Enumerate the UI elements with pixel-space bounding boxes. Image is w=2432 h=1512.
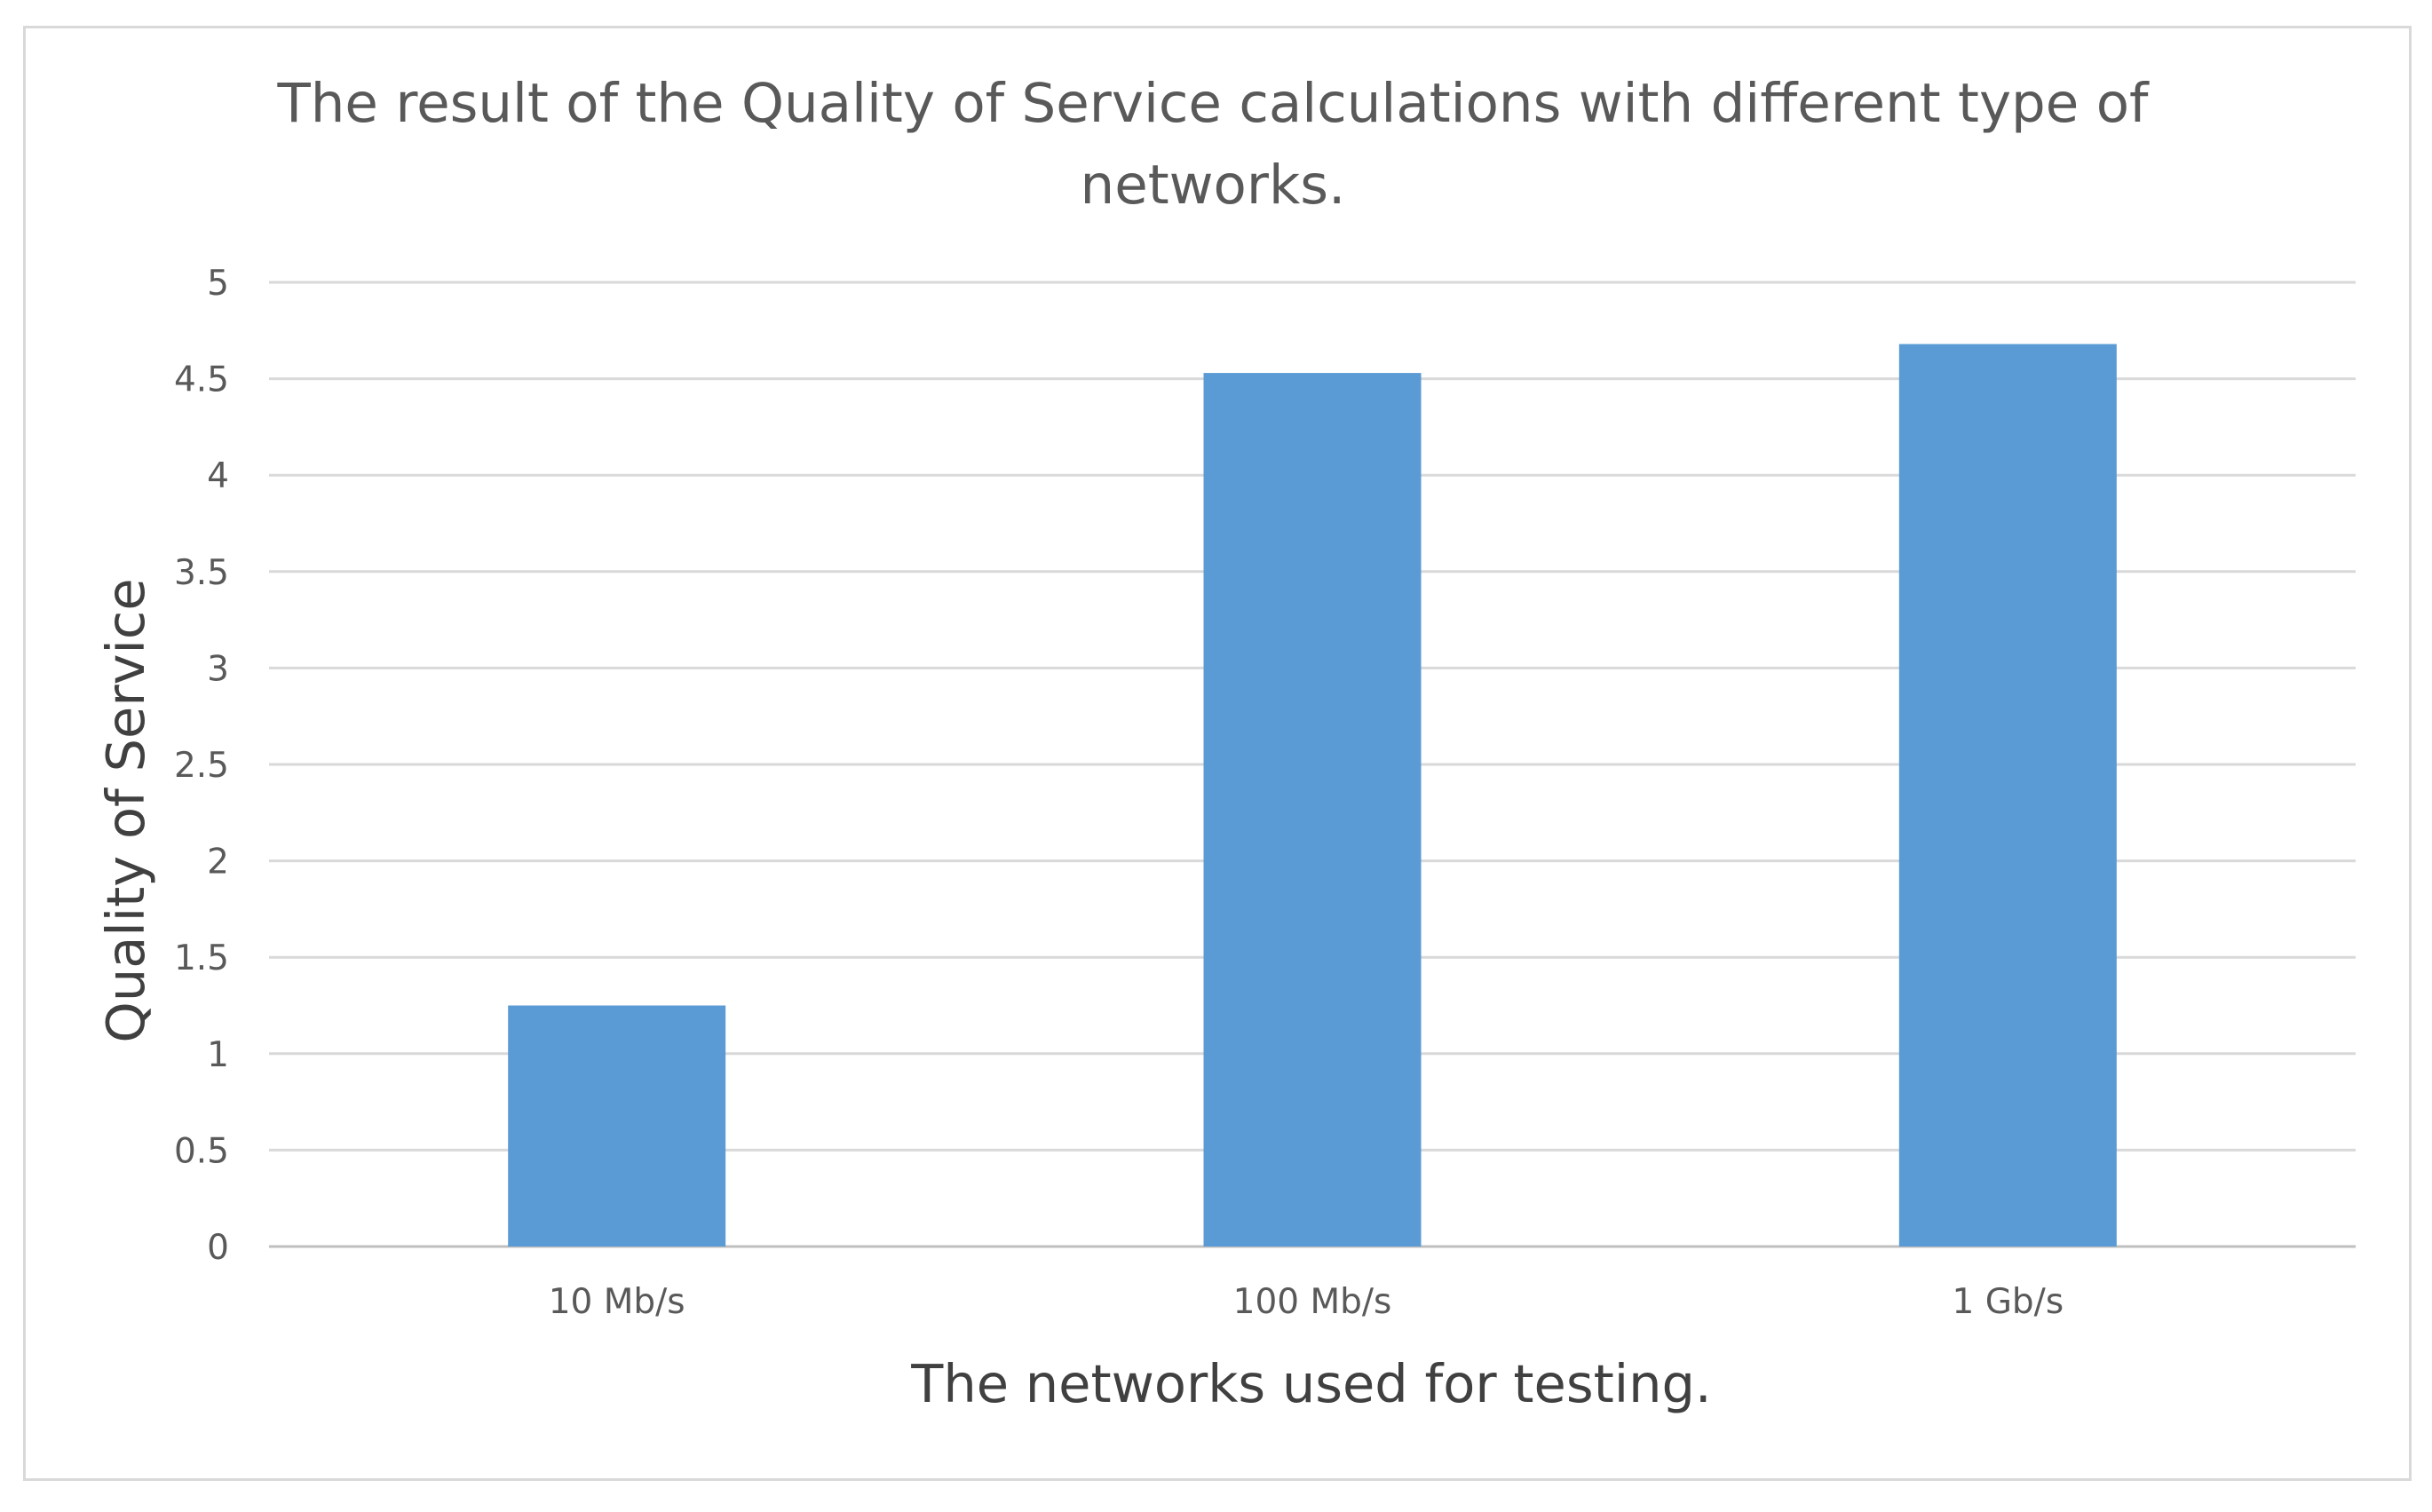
x-axis-title: The networks used for testing.	[910, 1353, 1711, 1414]
y-tick-label: 1	[207, 1035, 229, 1075]
chart-title-line-1: The result of the Quality of Service cal…	[276, 72, 2150, 135]
y-tick-label: 0.5	[174, 1131, 229, 1171]
y-tick-label: 4	[207, 456, 229, 496]
y-tick-label: 0	[207, 1228, 229, 1268]
y-tick-label: 3.5	[174, 553, 229, 593]
y-tick-label: 1.5	[174, 938, 229, 978]
x-tick-label: 100 Mb/s	[1233, 1282, 1392, 1322]
chart-title: The result of the Quality of Service cal…	[276, 72, 2150, 217]
y-tick-labels: 0 0.5 1 1.5 2 2.5 3 3.5 4 4.5 5	[174, 264, 229, 1268]
y-tick-label: 4.5	[174, 360, 229, 400]
y-tick-label: 2	[207, 843, 229, 883]
bars	[508, 344, 2117, 1247]
bar	[1203, 373, 1422, 1247]
x-tick-label: 10 Mb/s	[549, 1282, 685, 1322]
bar	[1898, 344, 2117, 1247]
y-tick-label: 5	[207, 264, 229, 304]
y-tick-label: 2.5	[174, 746, 229, 786]
y-tick-label: 3	[207, 649, 229, 689]
y-axis-title: Quality of Service	[95, 578, 156, 1042]
chart-title-line-2: networks.	[1081, 154, 1346, 217]
bar	[508, 1005, 726, 1247]
x-tick-label: 1 Gb/s	[1953, 1282, 2064, 1322]
x-tick-labels: 10 Mb/s 100 Mb/s 1 Gb/s	[549, 1282, 2064, 1322]
